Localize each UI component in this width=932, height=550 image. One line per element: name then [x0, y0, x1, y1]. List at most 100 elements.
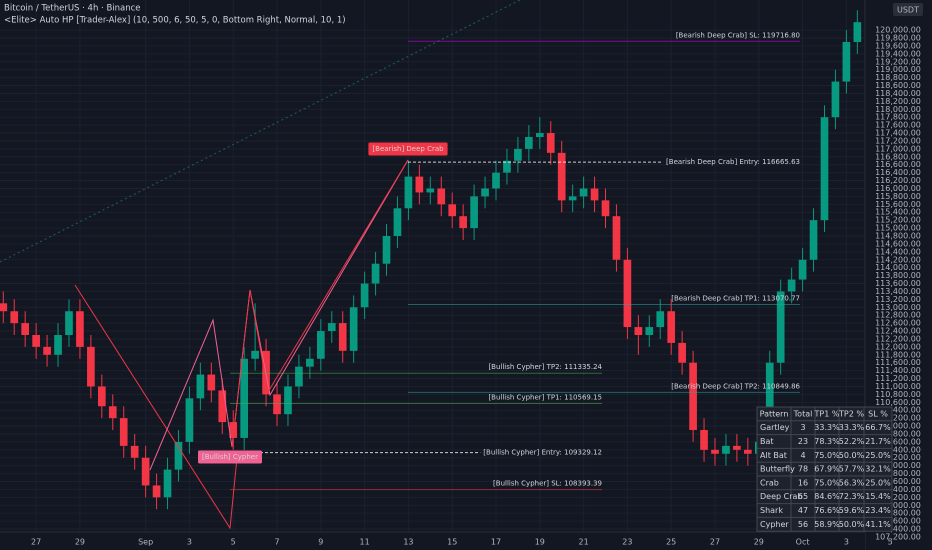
indicator-label: <Elite> Auto HP [Trader-Alex] (10, 500, … — [4, 16, 346, 26]
y-tick-label: 109,600.00 — [875, 437, 921, 446]
table-cell: 47 — [798, 506, 808, 515]
y-tick-label: 115,200.00 — [875, 216, 921, 225]
y-tick-label: 117,600.00 — [875, 121, 921, 130]
candle-body — [240, 358, 249, 438]
candle-body — [415, 176, 424, 193]
candle-body — [798, 259, 807, 280]
candle-body — [76, 311, 84, 347]
currency-box — [893, 3, 923, 16]
candle-body — [273, 394, 281, 415]
candle-body — [43, 346, 51, 355]
candle-body — [853, 22, 862, 42]
x-tick-label: 29 — [754, 538, 764, 547]
table-cell: 78 — [798, 465, 808, 474]
y-tick-label: 113,800.00 — [875, 271, 921, 280]
table-cell: 33.3% — [814, 423, 840, 432]
stats-table: Pattern Total TP1 % TP2 % SL %Gartley 3 33.3% 3… — [756, 406, 893, 532]
y-tick-label: 115,800.00 — [875, 192, 921, 201]
candle-body — [776, 291, 785, 363]
candle-body — [174, 441, 183, 470]
candle-body — [404, 176, 413, 209]
candle-body — [656, 311, 665, 328]
table-cell: 59.6% — [839, 506, 865, 515]
candle-body — [10, 311, 19, 324]
y-tick-label: 114,400.00 — [875, 247, 921, 256]
candle-body — [185, 398, 194, 442]
candle-body — [218, 390, 227, 423]
table-cell: 23 — [798, 437, 808, 446]
table-cell: Shark — [760, 506, 783, 515]
candle-body — [54, 334, 62, 355]
y-tick-label: 110,400.00 — [875, 406, 921, 415]
y-tick-label: 113,400.00 — [875, 287, 921, 296]
table-cell: 75.0% — [814, 478, 840, 487]
y-tick-label: 113,000.00 — [875, 303, 921, 312]
y-tick-label: 120,000.00 — [875, 26, 921, 35]
table-cell: 21.7% — [865, 437, 891, 446]
table-header: TP2 % — [838, 409, 864, 418]
y-tick-label: 116,600.00 — [875, 160, 921, 169]
candle-body — [601, 200, 610, 217]
table-cell: Deep Crab — [760, 492, 802, 501]
x-tick-label: 23 — [622, 538, 632, 547]
y-tick-label: 111,000.00 — [875, 382, 921, 391]
y-tick-label: 114,000.00 — [875, 263, 921, 272]
table-cell: 65 — [798, 492, 808, 501]
x-tick-label: 3 — [844, 538, 849, 547]
y-tick-label: 114,200.00 — [875, 255, 921, 264]
table-cell: Butterfly — [760, 465, 795, 474]
x-tick-label: 25 — [666, 538, 676, 547]
y-tick-label: 109,200.00 — [875, 453, 921, 462]
table-cell: Cypher — [760, 520, 789, 529]
deep-crab-line — [231, 159, 409, 448]
y-tick-label: 108,800.00 — [875, 469, 921, 478]
y-tick-label: 118,800.00 — [875, 73, 921, 82]
x-tick-label: Sep — [138, 538, 153, 547]
table-cell: 33.3% — [839, 423, 865, 432]
table-cell: 57.7% — [839, 465, 865, 474]
level-label: [Bearish Deep Crab] SL: 119716.80 — [676, 31, 800, 39]
table-header: SL % — [868, 409, 888, 418]
candle-body — [306, 358, 314, 367]
table-header: Pattern — [760, 409, 789, 418]
y-tick-label: 107,800.00 — [875, 509, 921, 518]
y-tick-label: 107,200.00 — [875, 532, 921, 541]
candle-body — [514, 148, 522, 161]
pattern-label: [Bullish] Cypher — [202, 453, 258, 461]
candle-body — [141, 457, 150, 486]
y-tick-label: 119,600.00 — [875, 41, 921, 50]
x-tick-label: 17 — [491, 538, 501, 547]
candle-body — [525, 137, 533, 149]
x-tick-label: 5 — [231, 538, 236, 547]
level-label: [Bearish Deep Crab] TP1: 113070.77 — [671, 294, 800, 302]
candle-body — [645, 327, 654, 335]
candle-body — [295, 366, 303, 387]
candle-body — [152, 485, 161, 498]
table-header: TP1 % — [814, 409, 840, 418]
candle-body — [448, 204, 457, 217]
table-cell: 15.4% — [865, 492, 891, 501]
candle-body — [65, 311, 73, 335]
candle-body — [229, 422, 238, 438]
level-label: [Bearish Deep Crab] TP2: 110849.86 — [671, 382, 800, 390]
y-tick-label: 119,400.00 — [875, 49, 921, 58]
candle-body — [470, 196, 478, 229]
y-tick-label: 119,800.00 — [875, 34, 921, 43]
candle-body — [820, 117, 829, 221]
x-tick-label: Oct — [796, 538, 810, 547]
pattern-label-box — [198, 450, 262, 464]
candle-body — [503, 160, 511, 173]
table-bg — [756, 406, 893, 532]
candle-body — [711, 449, 719, 454]
candle-body — [700, 430, 708, 450]
pattern-label: [Bearish] Deep Crab — [372, 145, 444, 153]
y-tick-label: 110,200.00 — [875, 414, 921, 423]
candle-body — [327, 323, 336, 332]
y-tick-label: 118,400.00 — [875, 89, 921, 98]
y-tick-label: 118,000.00 — [875, 105, 921, 114]
y-tick-label: 115,600.00 — [875, 200, 921, 209]
candle-body — [612, 216, 621, 260]
x-tick-label: 3 — [187, 538, 192, 547]
x-tick-label: 15 — [447, 538, 457, 547]
